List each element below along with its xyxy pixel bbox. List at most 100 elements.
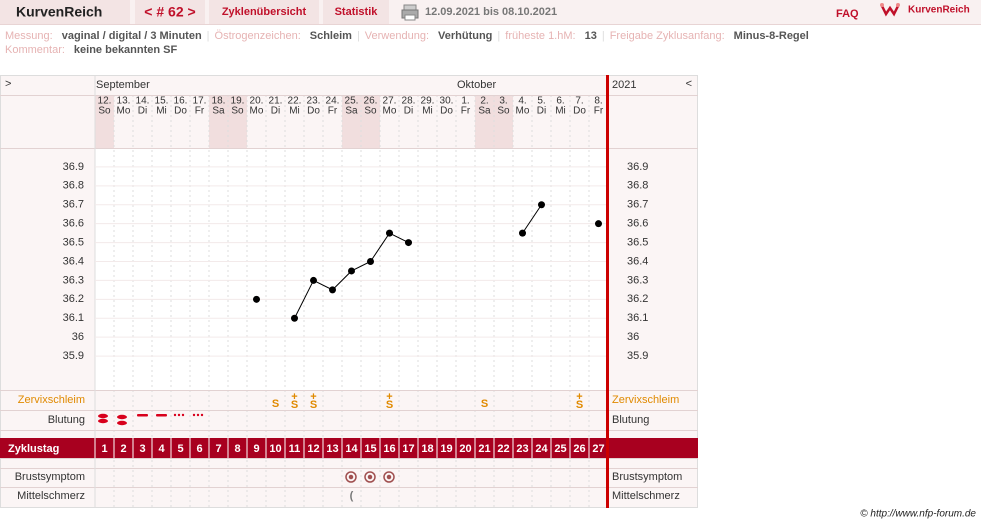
cycle-day: 23 <box>516 443 528 455</box>
date-label: 19. <box>231 96 245 107</box>
y-tick-label: 36.5 <box>63 236 84 248</box>
separator: | <box>497 30 500 42</box>
y-tick-label-right: 36.8 <box>627 180 648 192</box>
nav-next[interactable]: < <box>686 78 692 90</box>
date-label: 1. <box>461 96 469 107</box>
weekday-label: Di <box>271 106 280 117</box>
nav-prev[interactable]: > <box>5 78 11 90</box>
info-label: früheste 1.hM: <box>505 30 575 42</box>
cycle-day: 27 <box>592 443 604 455</box>
y-tick-label: 36.8 <box>63 180 84 192</box>
cycle-day: 12 <box>307 443 319 455</box>
date-label: 18. <box>212 96 226 107</box>
temperature-point <box>367 258 374 265</box>
temperature-point <box>329 286 336 294</box>
y-tick-label: 36.7 <box>63 199 84 211</box>
row-label-right: Brustsymptom <box>612 471 682 483</box>
brand-icon <box>880 3 900 17</box>
date-label: 14. <box>136 96 150 107</box>
date-label: 13. <box>117 96 131 107</box>
cycle-day: 24 <box>535 443 548 455</box>
info-value: Verhütung <box>438 30 492 42</box>
y-tick-label: 36.2 <box>63 293 84 305</box>
date-label: 30. <box>440 96 454 107</box>
mucus-symbol: S <box>272 398 279 410</box>
cycle-day: 21 <box>478 443 490 455</box>
cycle-nav[interactable]: < # 62 > <box>144 4 195 20</box>
cycle-day: 20 <box>459 443 471 455</box>
info-label: Verwendung: <box>365 30 429 42</box>
weekday-label: Mo <box>383 106 397 117</box>
weekday-label: So <box>231 106 244 117</box>
cycle-day: 11 <box>289 443 301 455</box>
y-tick-label-right: 36.5 <box>627 236 648 248</box>
tab-box <box>209 0 319 24</box>
date-label: 7. <box>575 96 583 107</box>
mucus-symbol: + S <box>386 391 393 411</box>
info-label: Östrogenzeichen: <box>215 30 301 42</box>
month-label: Oktober <box>457 79 496 91</box>
tab[interactable]: Statistik <box>335 6 379 18</box>
today-line <box>606 75 609 508</box>
date-label: 3. <box>499 96 507 107</box>
cycle-day: 22 <box>497 443 509 455</box>
month-label: September <box>96 79 150 91</box>
bleeding-icons <box>98 413 204 426</box>
y-tick-label-right: 36.6 <box>627 218 648 230</box>
date-label: 22. <box>288 96 302 107</box>
y-tick-label-right: 35.9 <box>627 350 648 362</box>
y-tick-label: 36.1 <box>63 312 84 324</box>
cycle-day: 13 <box>326 443 338 455</box>
temperature-point <box>291 314 298 322</box>
weekday-label: Sa <box>478 106 491 117</box>
row-label: Brustsymptom <box>15 471 85 483</box>
date-label: 8. <box>594 96 602 107</box>
cycle-day: 15 <box>364 443 376 455</box>
date-label: 24. <box>326 96 340 107</box>
weekend-shade <box>95 95 114 148</box>
weekday-label: Mo <box>516 106 530 117</box>
cycle-day: 10 <box>269 443 281 455</box>
mucus-symbol: + S <box>291 391 298 411</box>
cycle-day-band <box>0 438 698 458</box>
y-tick-label-right: 36.1 <box>627 312 648 324</box>
date-label: 23. <box>307 96 321 107</box>
separator: | <box>207 30 210 42</box>
nav-box <box>135 0 205 24</box>
cycle-day: 4 <box>158 443 165 455</box>
print-icon[interactable] <box>401 4 419 21</box>
row-label: Mittelschmerz <box>17 490 85 502</box>
mucus-symbol: S <box>481 398 488 410</box>
y-tick-label: 36.6 <box>63 218 84 230</box>
weekend-shade <box>361 95 380 148</box>
weekday-label: Do <box>573 106 586 117</box>
weekday-label: So <box>364 106 377 117</box>
temperature-point <box>519 229 526 237</box>
cycle-day: 26 <box>573 443 585 455</box>
weekend-shade <box>475 95 494 148</box>
faq-link[interactable]: FAQ <box>836 8 859 20</box>
temperature-point <box>348 267 355 275</box>
cycle-day: 14 <box>345 443 358 455</box>
temperature-point <box>386 229 393 237</box>
tab[interactable]: Zyklenübersicht <box>222 6 307 18</box>
row-label: Zervixschleim <box>18 394 85 406</box>
date-label: 29. <box>421 96 435 107</box>
y-tick-label-right: 36.2 <box>627 293 648 305</box>
info-value: vaginal / digital / 3 Minuten <box>62 30 202 42</box>
info-label: Messung: <box>5 30 53 42</box>
cycle-day: 25 <box>554 443 566 455</box>
weekday-label: Di <box>404 106 413 117</box>
date-label: 20. <box>250 96 264 107</box>
temperature-point <box>310 276 317 284</box>
separator: | <box>602 30 605 42</box>
y-tick-label-right: 36 <box>627 331 639 343</box>
logo[interactable]: KurvenReich <box>16 4 102 20</box>
date-label: 21. <box>269 96 283 107</box>
year: 2021 <box>612 79 636 91</box>
weekday-label: Do <box>440 106 453 117</box>
pain-symbol: ( <box>350 490 354 502</box>
y-tick-label-right: 36.7 <box>627 199 648 211</box>
weekday-label: So <box>497 106 510 117</box>
